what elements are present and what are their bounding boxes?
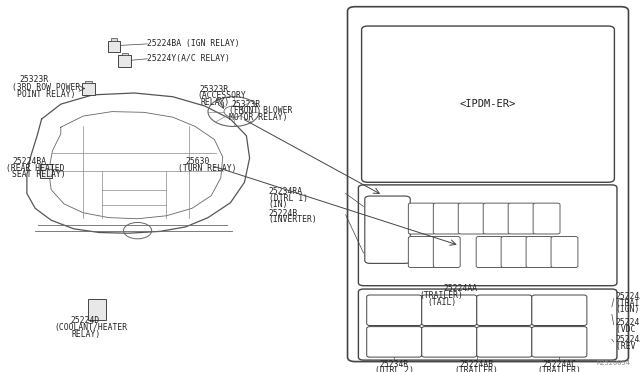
Text: (3RD ROW POWER: (3RD ROW POWER — [12, 83, 80, 92]
FancyBboxPatch shape — [362, 26, 614, 182]
Text: 25224A: 25224A — [616, 335, 640, 344]
Text: (ACCESSORY: (ACCESSORY — [197, 92, 246, 100]
FancyBboxPatch shape — [526, 237, 553, 267]
FancyBboxPatch shape — [422, 295, 477, 326]
Text: 25224D: 25224D — [70, 316, 100, 325]
Text: 25224AC: 25224AC — [542, 360, 577, 369]
Text: 25234R: 25234R — [380, 360, 409, 369]
FancyBboxPatch shape — [367, 327, 422, 357]
FancyBboxPatch shape — [433, 203, 460, 234]
Text: 25630: 25630 — [186, 157, 210, 166]
Text: (IN): (IN) — [269, 200, 288, 209]
Text: (TRAILER): (TRAILER) — [420, 291, 463, 300]
Text: RELAY): RELAY) — [201, 98, 230, 107]
Bar — [40, 164, 52, 178]
FancyBboxPatch shape — [422, 327, 477, 357]
Text: 25224BA (IGN RELAY): 25224BA (IGN RELAY) — [147, 39, 240, 48]
Text: (TRAILER): (TRAILER) — [538, 366, 581, 372]
Text: 25224BA: 25224BA — [13, 157, 47, 166]
FancyBboxPatch shape — [477, 295, 532, 326]
FancyBboxPatch shape — [532, 295, 587, 326]
Text: (DTRL 1): (DTRL 1) — [269, 194, 308, 203]
Text: 25224F: 25224F — [616, 318, 640, 327]
FancyBboxPatch shape — [476, 237, 503, 267]
Text: SEAT RELAY): SEAT RELAY) — [12, 170, 65, 179]
Text: (DTRL 2): (DTRL 2) — [375, 366, 413, 372]
Text: 25323R: 25323R — [19, 76, 49, 84]
FancyBboxPatch shape — [365, 196, 410, 263]
Bar — [85, 81, 92, 83]
Text: (REAR HEATED: (REAR HEATED — [6, 164, 65, 173]
Text: 25224AD: 25224AD — [616, 292, 640, 301]
FancyBboxPatch shape — [477, 327, 532, 357]
FancyBboxPatch shape — [358, 185, 617, 286]
FancyBboxPatch shape — [551, 237, 578, 267]
Text: (VDC STOP LAMP): (VDC STOP LAMP) — [616, 325, 640, 334]
Text: 25224Y(A/C RELAY): 25224Y(A/C RELAY) — [147, 54, 230, 63]
Text: 25224AA: 25224AA — [444, 284, 478, 293]
Bar — [122, 53, 128, 55]
FancyBboxPatch shape — [367, 295, 422, 326]
FancyBboxPatch shape — [348, 7, 628, 362]
Text: (TRAILER): (TRAILER) — [616, 299, 640, 308]
Text: 25234RA: 25234RA — [269, 187, 303, 196]
FancyBboxPatch shape — [483, 203, 510, 234]
Text: R2520054: R2520054 — [596, 360, 630, 366]
Text: 25224AB: 25224AB — [460, 360, 494, 369]
Text: (TAIL): (TAIL) — [427, 298, 456, 307]
Bar — [108, 41, 120, 52]
FancyBboxPatch shape — [433, 237, 460, 267]
FancyBboxPatch shape — [358, 289, 617, 360]
FancyBboxPatch shape — [508, 203, 535, 234]
Text: (TURN RELAY): (TURN RELAY) — [178, 164, 236, 173]
Text: 25323R: 25323R — [200, 85, 229, 94]
Text: MOTOR RELAY): MOTOR RELAY) — [229, 113, 287, 122]
Text: POINT RELAY): POINT RELAY) — [17, 90, 75, 99]
Text: 25224B: 25224B — [269, 209, 298, 218]
Text: 25323R: 25323R — [232, 100, 261, 109]
Bar — [111, 38, 117, 41]
Bar — [88, 299, 106, 320]
Bar — [118, 55, 131, 67]
Text: RELAY): RELAY) — [72, 330, 101, 339]
FancyBboxPatch shape — [458, 203, 485, 234]
FancyBboxPatch shape — [533, 203, 560, 234]
Text: (FRONT BLOWER: (FRONT BLOWER — [229, 106, 292, 115]
FancyBboxPatch shape — [501, 237, 528, 267]
Text: (INVERTER): (INVERTER) — [269, 215, 317, 224]
FancyBboxPatch shape — [408, 237, 435, 267]
Text: (TRAILER): (TRAILER) — [455, 366, 499, 372]
Text: <IPDM-ER>: <IPDM-ER> — [460, 99, 516, 109]
FancyBboxPatch shape — [408, 203, 435, 234]
FancyBboxPatch shape — [532, 327, 587, 357]
Text: (COOLANT/HEATER: (COOLANT/HEATER — [54, 323, 127, 332]
Bar — [82, 83, 95, 95]
Text: (IGN): (IGN) — [616, 305, 640, 314]
Text: (REV LAMP): (REV LAMP) — [616, 342, 640, 351]
